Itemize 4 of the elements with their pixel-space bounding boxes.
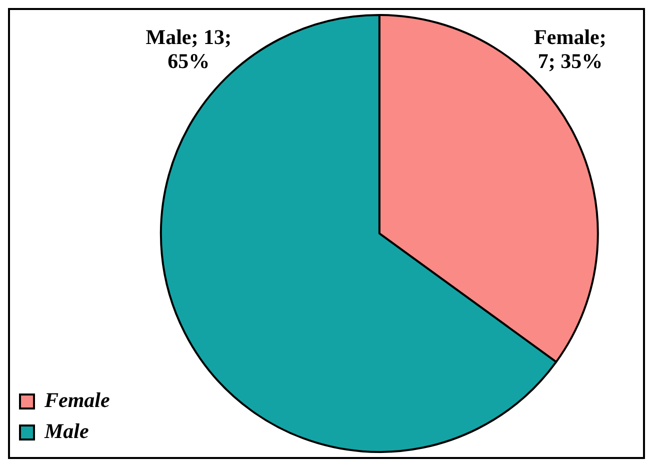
legend-label: Male <box>44 418 89 443</box>
data-label: Male; 13; 65% <box>146 24 232 73</box>
data-label: Female; 7; 35% <box>534 24 606 73</box>
legend-label: Female <box>44 388 110 412</box>
